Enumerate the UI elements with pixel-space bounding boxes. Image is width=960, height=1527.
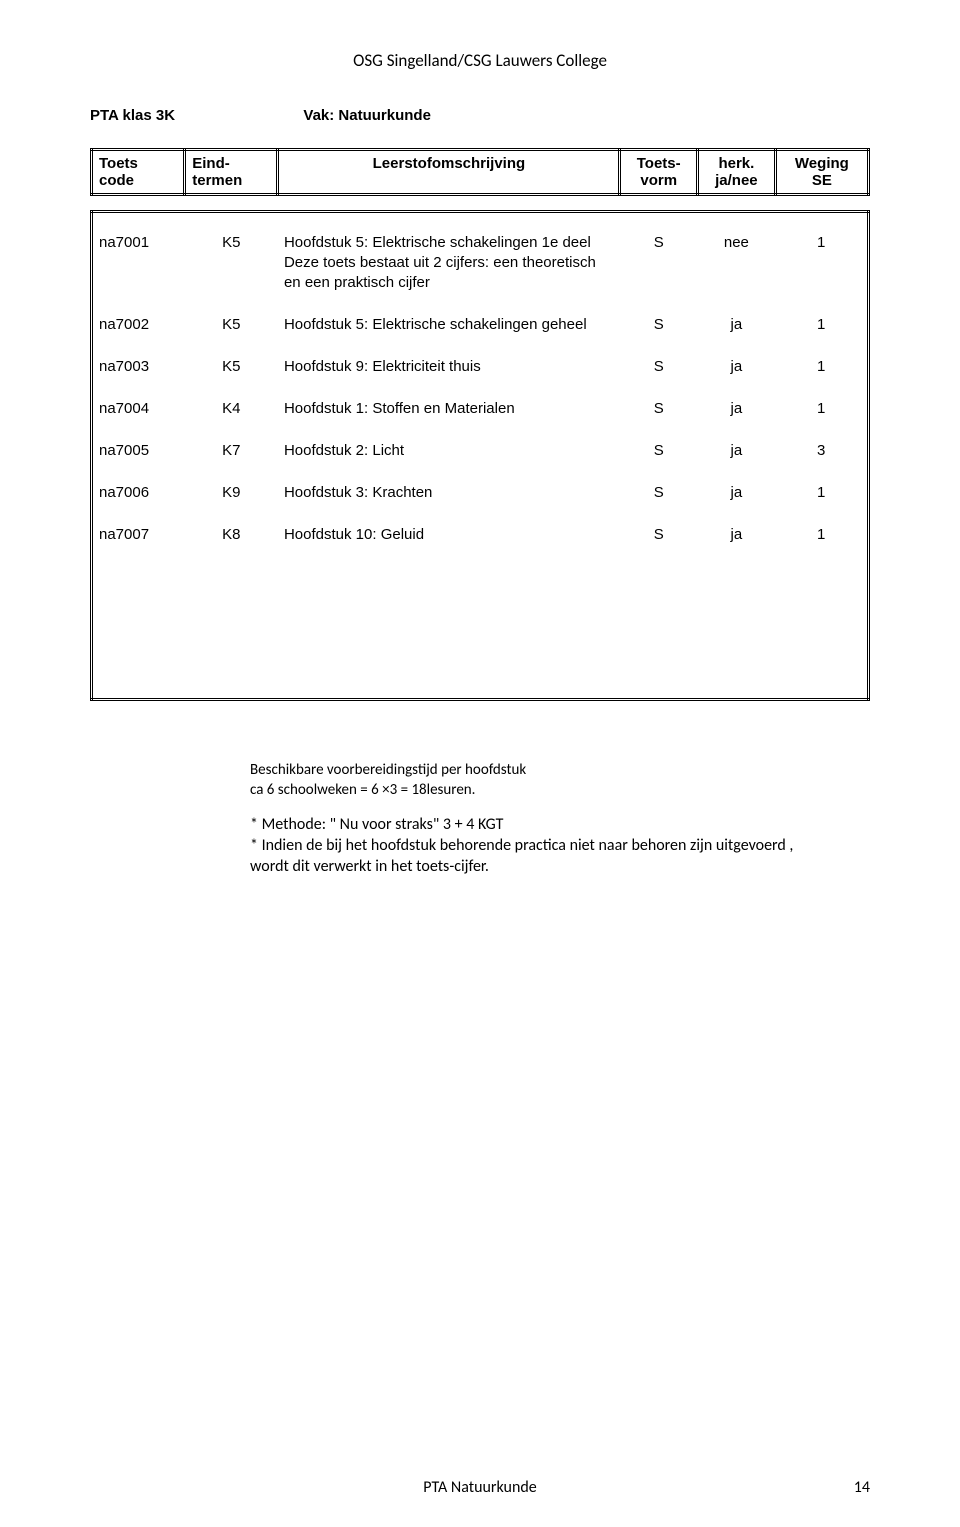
table-row: na7002 K5 Hoofdstuk 5: Elektrische schak…	[92, 316, 869, 336]
notes: Beschikbare voorbereidingstijd per hoofd…	[250, 761, 870, 876]
th-desc: Leerstofomschrijving	[278, 150, 620, 195]
th-code: Toetscode	[92, 150, 185, 195]
table-row: na7006 K9 Hoofdstuk 3: Krachten S ja 1	[92, 484, 869, 504]
subheader: PTA klas 3K Vak: Natuurkunde	[90, 107, 870, 124]
table-row: na7004 K4 Hoofdstuk 1: Stoffen en Materi…	[92, 400, 869, 420]
note-line: * Indien de bij het hoofdstuk behorende …	[250, 836, 870, 855]
table-header: Toetscode Eind-termen Leerstofomschrijvi…	[90, 148, 870, 196]
th-form: Toets-vorm	[620, 150, 698, 195]
table-row: na7001 K5 Hoofdstuk 5: Elektrische schak…	[92, 234, 869, 254]
doc-title: OSG Singelland/CSG Lauwers College	[90, 50, 870, 71]
table-row: Deze toets bestaat uit 2 cijfers: een th…	[92, 254, 869, 274]
footer: PTA Natuurkunde 14	[90, 1478, 870, 1497]
note-line: * Methode: " Nu voor straks" 3 + 4 KGT	[250, 815, 870, 834]
table-row: na7007 K8 Hoofdstuk 10: Geluid S ja 1	[92, 526, 869, 546]
page-number: 14	[854, 1478, 870, 1497]
table-body: na7001 K5 Hoofdstuk 5: Elektrische schak…	[90, 210, 870, 701]
note-line: wordt dit verwerkt in het toets-cijfer.	[250, 857, 870, 876]
table-row: en een praktisch cijfer	[92, 274, 869, 294]
note-line: ca 6 schoolweken = 6 ×3 = 18lesuren.	[250, 781, 870, 799]
note-line: Beschikbare voorbereidingstijd per hoofd…	[250, 761, 870, 779]
footer-label: PTA Natuurkunde	[423, 1478, 536, 1497]
th-weg: WegingSE	[775, 150, 868, 195]
table-row: na7003 K5 Hoofdstuk 9: Elektriciteit thu…	[92, 358, 869, 378]
th-term: Eind-termen	[185, 150, 278, 195]
th-herk: herk.ja/nee	[698, 150, 776, 195]
table-row: na7005 K7 Hoofdstuk 2: Licht S ja 3	[92, 442, 869, 462]
subhead-right: Vak: Natuurkunde	[303, 107, 431, 124]
subhead-left: PTA klas 3K	[90, 107, 175, 124]
